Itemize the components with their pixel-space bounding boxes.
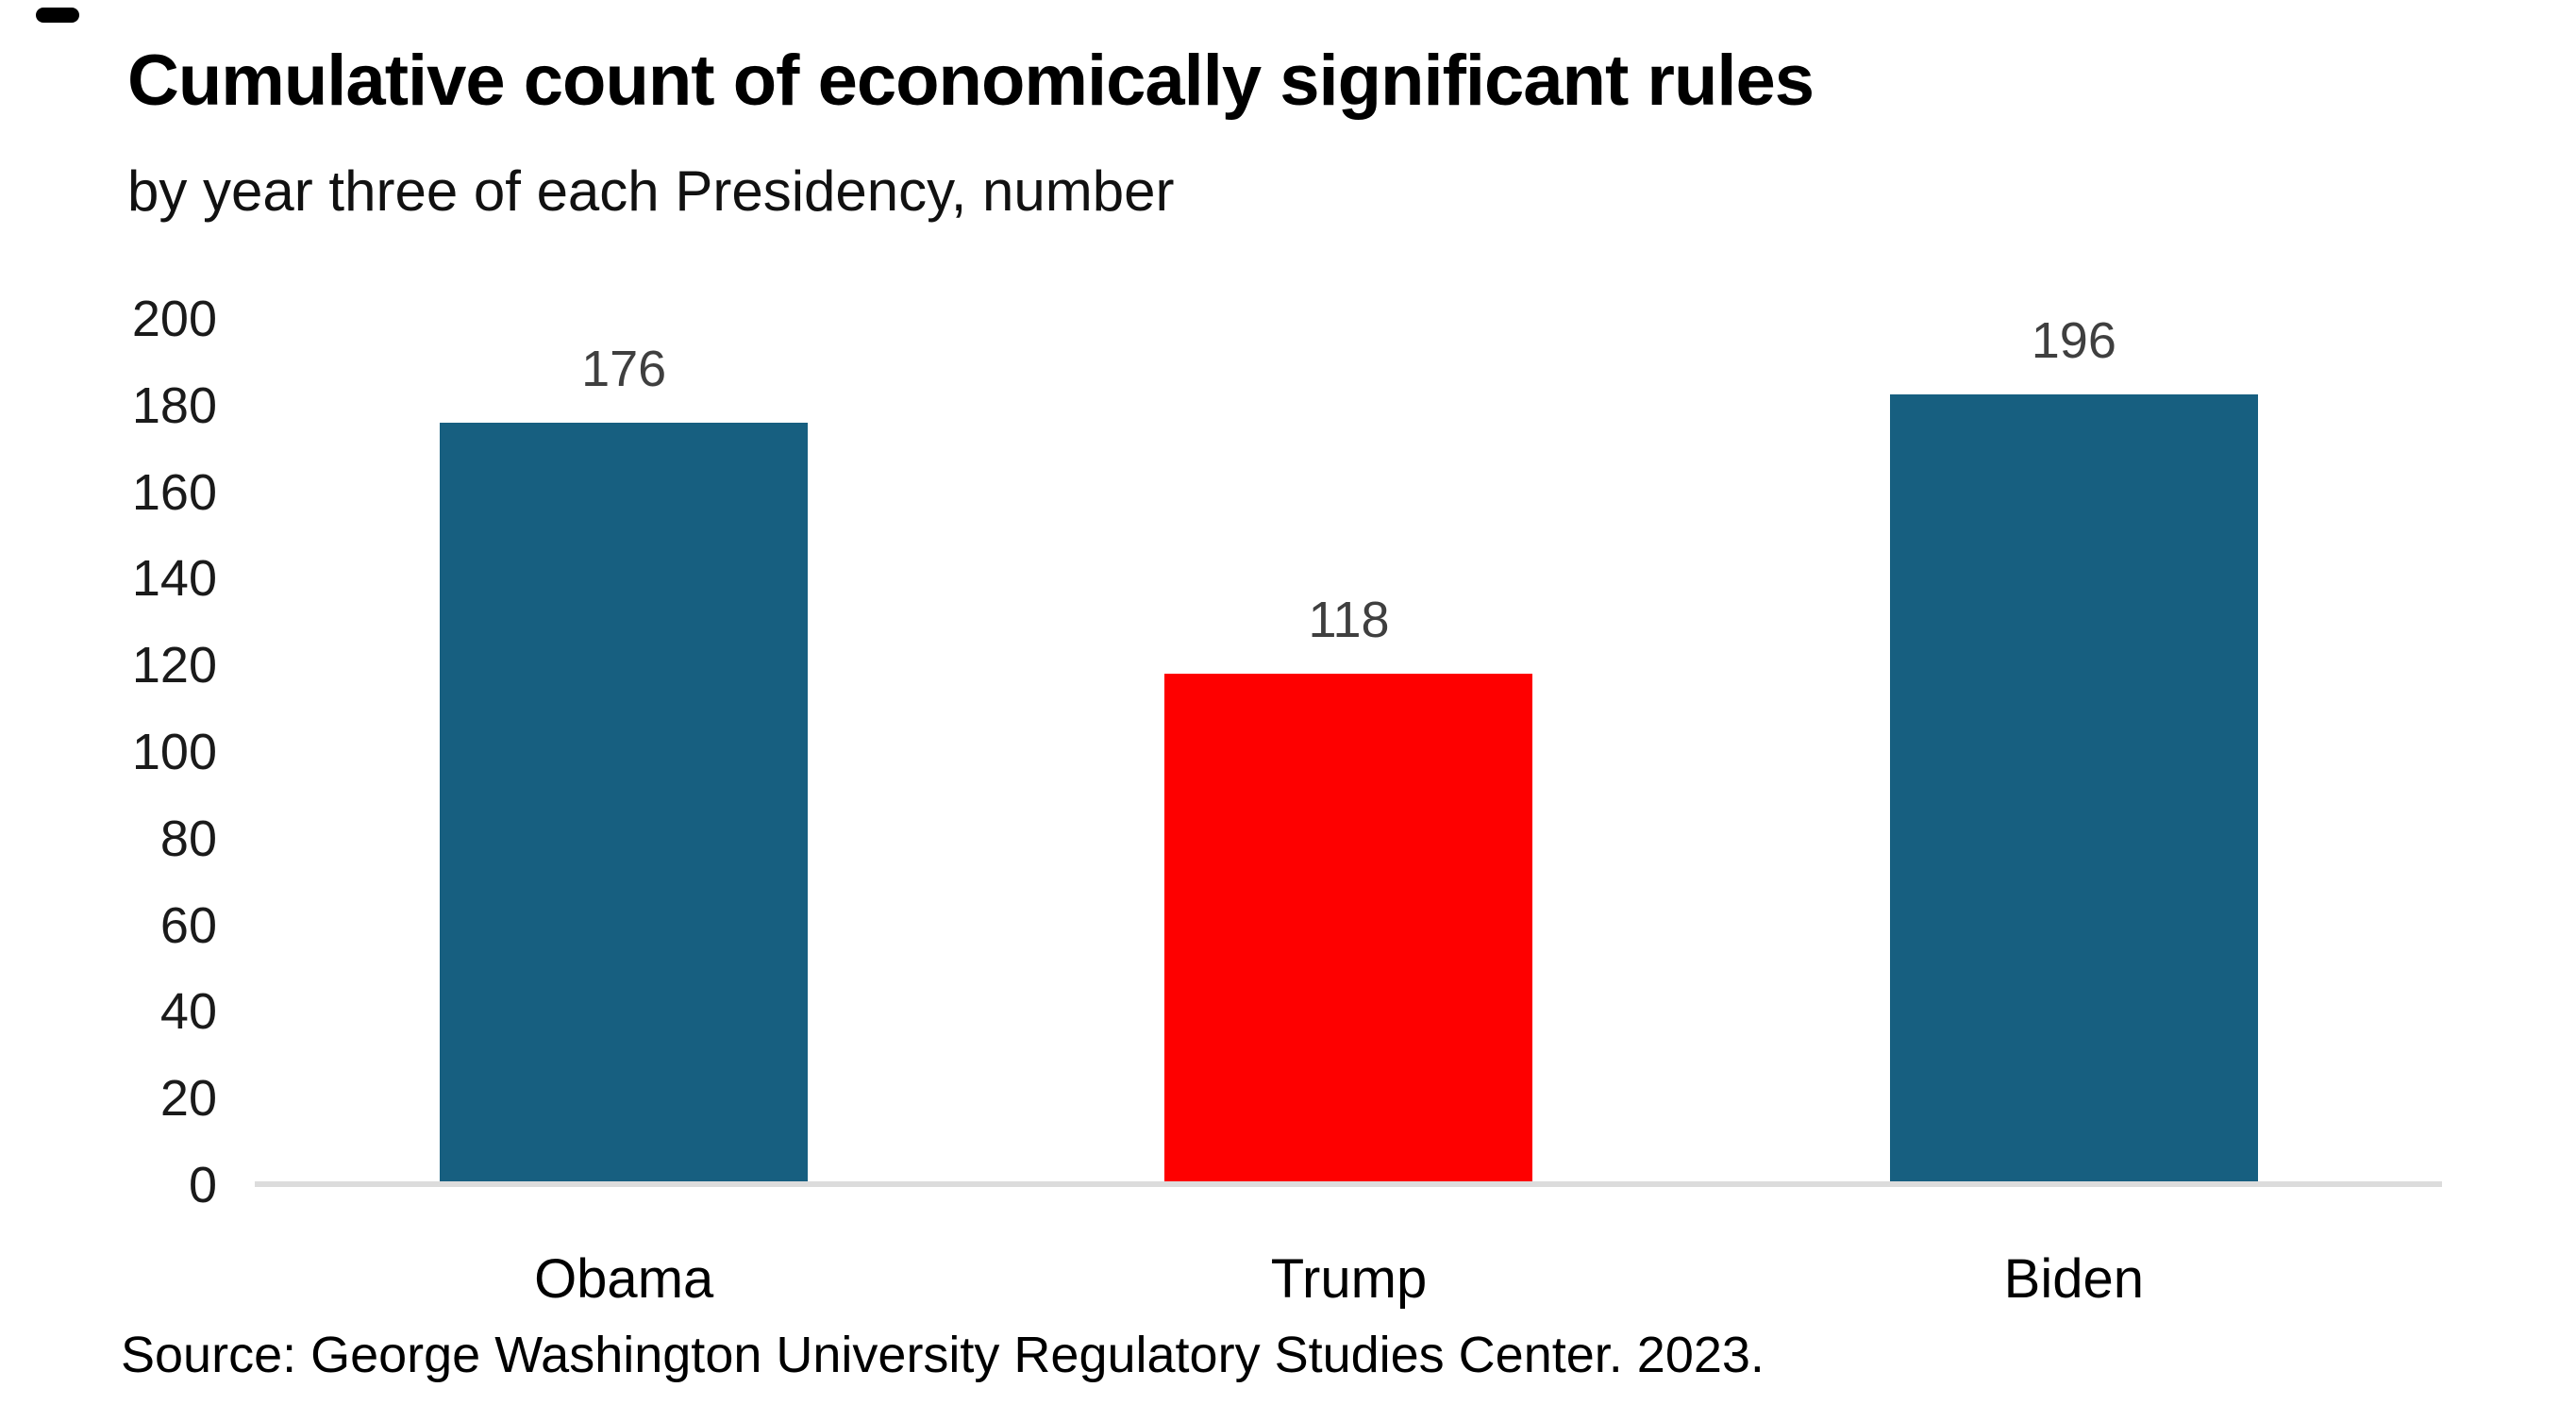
x-axis-line (255, 1181, 2442, 1187)
chart-title: Cumulative count of economically signifi… (127, 41, 1815, 121)
y-tick-label: 40 (159, 983, 217, 1040)
bar-group-trump: 118 (986, 311, 1711, 1185)
y-tick-label: 180 (131, 377, 217, 434)
x-axis-labels: Obama Trump Biden (261, 1247, 2436, 1311)
category-label-trump: Trump (1270, 1248, 1428, 1310)
source-note: Source: George Washington University Reg… (121, 1327, 1765, 1383)
biden-bar (1889, 394, 2258, 1185)
corner-artifact (36, 8, 79, 23)
y-tick-label: 200 (131, 291, 217, 347)
y-tick-label: 20 (159, 1070, 217, 1127)
category-label-biden: Biden (2003, 1248, 2144, 1310)
chart-subtitle: by year three of each Presidency, number (127, 159, 1175, 223)
bar-group-biden: 196 (1712, 311, 2436, 1185)
bar-group-obama: 176 (261, 311, 986, 1185)
bar-value-label: 196 (2031, 312, 2116, 369)
y-tick-label: 160 (131, 464, 217, 521)
trump-bar (1164, 674, 1533, 1185)
category-label-obama: Obama (534, 1248, 714, 1310)
y-tick-label: 60 (159, 897, 217, 954)
plot-area: 176 118 196 (261, 311, 2436, 1185)
y-tick-label: 140 (131, 550, 217, 607)
y-axis: 200 180 160 140 120 100 80 60 40 20 0 (0, 0, 217, 1421)
y-tick-label: 100 (131, 724, 217, 780)
y-tick-label: 80 (159, 811, 217, 867)
obama-bar (440, 423, 809, 1185)
bar-value-label: 176 (581, 341, 667, 397)
bar-value-label: 118 (1308, 592, 1390, 648)
y-tick-label: 0 (188, 1157, 217, 1213)
y-tick-label: 120 (131, 637, 217, 694)
